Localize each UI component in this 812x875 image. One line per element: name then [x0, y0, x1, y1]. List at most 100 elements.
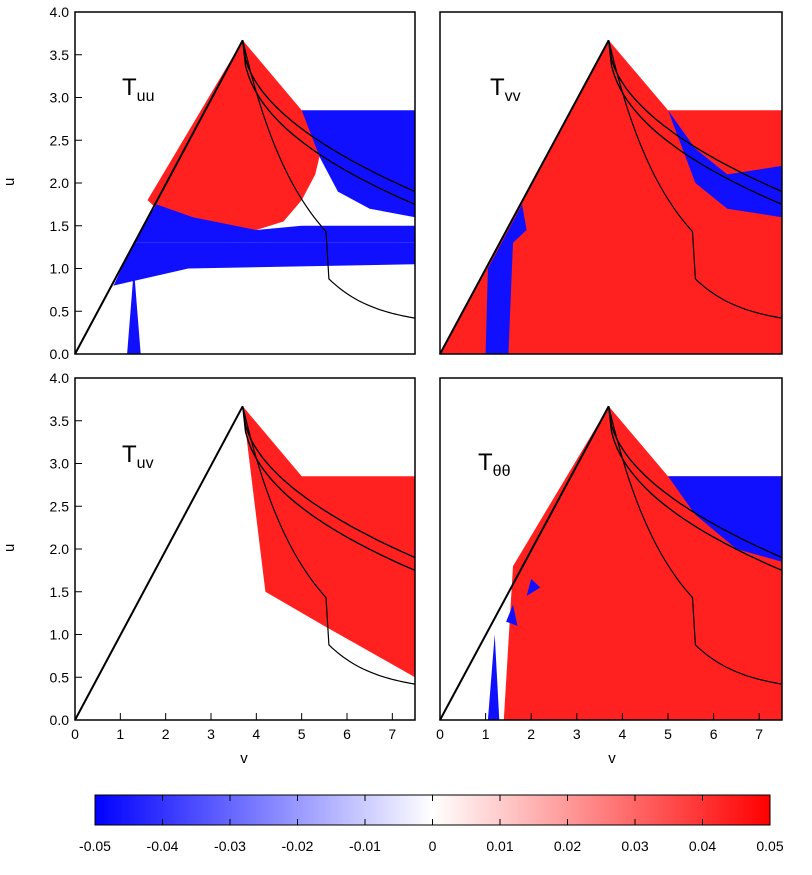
panel-ttt-region	[506, 604, 518, 626]
contour-curve	[242, 40, 416, 193]
x-tick-label: 5	[664, 726, 672, 742]
panel-tvv-title: Tvv	[490, 74, 521, 105]
y-tick-label: 3.0	[50, 456, 70, 472]
panel-ttt-frame	[439, 377, 783, 721]
contour-curve	[608, 40, 783, 319]
colorbar-labels: -0.05 -0.04 -0.03 -0.02 -0.01 0 0.01 0.02 0.03 0.…	[79, 838, 784, 854]
y-tick-label: 0.5	[50, 669, 70, 685]
colorbar-tick-label: 0.01	[486, 838, 513, 854]
panel-ttt: 0 1 2 3 4 5 6 7 Tθθ v	[436, 377, 783, 767]
colorbar-tick-label: -0.02	[282, 838, 314, 854]
colorbar-tick-label: 0.02	[554, 838, 581, 854]
panel-tvv: Tvv	[439, 11, 783, 355]
x-tick-label: 2	[162, 726, 170, 742]
panel-tuv-ylabel: u	[1, 544, 18, 552]
contour-curve	[242, 40, 416, 206]
x-tick-label: 4	[619, 726, 627, 742]
x-tick-label: 3	[573, 726, 581, 742]
panel-tuu-region	[113, 242, 415, 286]
panel-ttt-title: Tθθ	[478, 449, 511, 480]
x-tick-label: 6	[710, 726, 718, 742]
x-tick-label: 2	[527, 726, 535, 742]
y-tick-label: 3.5	[50, 413, 70, 429]
panel-tvv-curves	[439, 39, 783, 355]
panel-ttt-xlabel: v	[608, 750, 616, 767]
panel-tuv-regions	[242, 406, 415, 678]
panel-tuu-region	[127, 268, 141, 354]
y-tick-label: 2.5	[50, 498, 70, 514]
x-tick-label: 3	[207, 726, 215, 742]
panel-tvv-frame	[439, 11, 783, 355]
x-tick-label: 0	[71, 726, 79, 742]
panel-tuu: 0.0 0.5 1.0 1.5 2.0 2.5 3.0 3.5 4.0 Tuu u	[1, 4, 416, 362]
contour-curve	[608, 40, 783, 206]
contour-curve	[608, 406, 783, 685]
panel-ttt-region	[668, 476, 782, 562]
panel-tuu-frame	[74, 11, 416, 355]
y-tick-label: 2.5	[50, 132, 70, 148]
colorbar-tick-label: -0.05	[79, 838, 111, 854]
contour-curve	[242, 406, 416, 572]
panel-tuv-curves: 0.0 0.5 1.0 1.5 2.0 2.5 3.0 3.5 4.0 0 1 2 3 4 5 6 7	[50, 370, 416, 742]
y-tick-label: 4.0	[50, 4, 70, 20]
colorbar-tick-label: -0.04	[147, 838, 179, 854]
panel-tvv-region	[485, 204, 527, 354]
panel-ttt-curves: 0 1 2 3 4 5 6 7	[436, 405, 783, 742]
y-tick-label: 1.5	[50, 218, 70, 234]
x-tick-label: 7	[388, 726, 396, 742]
domain-boundary-line	[74, 39, 244, 355]
y-tick-label: 3.0	[50, 90, 70, 106]
colorbar-tick-label: -0.03	[214, 838, 246, 854]
domain-boundary-line	[74, 405, 244, 721]
panel-tuv-region	[242, 406, 415, 678]
panel-tuu-region	[147, 40, 325, 231]
panel-tvv-regions	[440, 40, 782, 354]
x-tick-label: 6	[343, 726, 351, 742]
panel-tuu-ylabel: u	[1, 178, 18, 186]
x-tick-label: 4	[252, 726, 260, 742]
colorbar-tick-label: 0.03	[621, 838, 648, 854]
x-tick-label: 1	[116, 726, 124, 742]
colorbar-tick-label: 0	[429, 838, 437, 854]
y-tick-label: 1.0	[50, 261, 70, 277]
domain-boundary-line	[439, 405, 610, 721]
y-tick-label: 0.0	[50, 712, 70, 728]
y-tick-label: 2.0	[50, 175, 70, 191]
colorbar-tick-label: 0.05	[756, 838, 783, 854]
y-tick-label: 1.0	[50, 627, 70, 643]
panel-tuv-xlabel: v	[240, 750, 248, 767]
colorbar-ticks	[94, 795, 771, 825]
contour-curve	[242, 40, 416, 319]
y-tick-label: 3.5	[50, 47, 70, 63]
panel-ttt-region	[487, 634, 500, 720]
contour-curve	[242, 406, 416, 685]
colorbar-tick-label: 0.04	[689, 838, 716, 854]
contour-curve	[608, 40, 783, 193]
contour-curve	[242, 406, 416, 559]
domain-boundary-line	[439, 39, 610, 355]
contour-curve	[608, 406, 783, 559]
x-tick-label: 5	[298, 726, 306, 742]
panel-tuv-frame	[74, 377, 416, 721]
panel-ttt-regions	[487, 406, 782, 720]
x-tick-label: 1	[482, 726, 490, 742]
panel-tuu-title: Tuu	[122, 74, 154, 105]
panel-tuu-curves: 0.0 0.5 1.0 1.5 2.0 2.5 3.0 3.5 4.0	[50, 4, 416, 362]
panel-tuv: 0.00.51.01.52.02.53.03.54.00 1 2 3 4 5 6 7 Tuv …	[1, 370, 416, 767]
x-tick-label: 0	[436, 726, 444, 742]
colorbar: -0.05 -0.04 -0.03 -0.02 -0.01 0 0.01 0.02 0.03 0.…	[79, 794, 784, 854]
panel-tvv-region	[668, 110, 782, 218]
y-tick-label: 0.5	[50, 303, 70, 319]
y-tick-label: 1.5	[50, 584, 70, 600]
contour-curve	[608, 406, 783, 572]
panel-tuv-title: Tuv	[122, 441, 154, 472]
panel-tuu-region	[133, 204, 415, 243]
y-tick-label: 4.0	[50, 370, 70, 386]
x-tick-label: 7	[755, 726, 763, 742]
panel-ttt-region	[526, 578, 541, 596]
y-tick-label: 2.0	[50, 541, 70, 557]
y-tick-label: 0.0	[50, 346, 70, 362]
panel-tvv-region	[440, 40, 782, 354]
colorbar-tick-label: -0.01	[349, 838, 381, 854]
